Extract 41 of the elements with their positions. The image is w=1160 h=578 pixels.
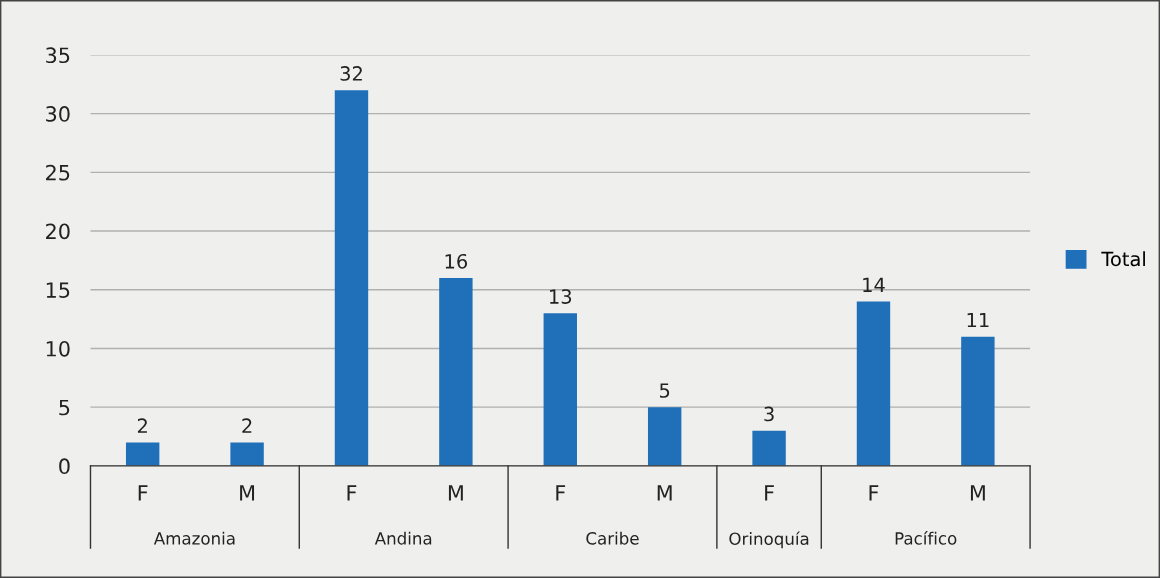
bar bbox=[543, 313, 577, 466]
x-tick-label: F bbox=[556, 485, 566, 501]
data-label: 13 bbox=[550, 289, 572, 304]
x-tick-label: F bbox=[765, 485, 774, 501]
x-tick-label: M bbox=[448, 485, 463, 501]
bar bbox=[856, 301, 891, 466]
data-label: 5 bbox=[660, 383, 670, 398]
bar bbox=[961, 336, 995, 466]
y-tick-label: 35 bbox=[46, 47, 70, 64]
text: Caribe bbox=[586, 531, 639, 545]
bar bbox=[647, 407, 682, 466]
text: Andina bbox=[374, 531, 432, 545]
x-tick-label: M bbox=[970, 485, 985, 501]
x-tick-label: M bbox=[240, 485, 255, 501]
y-tick-label: 20 bbox=[46, 223, 70, 240]
data-label: 2 bbox=[242, 418, 252, 433]
bar bbox=[125, 442, 160, 466]
y-tick-label: 25 bbox=[46, 164, 70, 181]
legend-label: Total bbox=[1101, 251, 1145, 267]
x-tick-label: M bbox=[657, 485, 672, 501]
data-label: 2 bbox=[137, 418, 147, 433]
x-tick-label: F bbox=[869, 485, 879, 501]
text: Amazonia bbox=[153, 531, 235, 545]
y-tick-label: 5 bbox=[59, 399, 70, 416]
bar bbox=[439, 278, 473, 466]
data-label: 11 bbox=[967, 312, 989, 328]
x-tick-label: F bbox=[347, 485, 357, 501]
y-tick-label: 0 bbox=[59, 458, 70, 475]
y-tick-label: 10 bbox=[46, 340, 70, 357]
data-label: 32 bbox=[340, 66, 362, 81]
y-tick-label: 15 bbox=[46, 282, 70, 298]
text: Orinoquía bbox=[729, 531, 809, 549]
text: Pacífico bbox=[895, 531, 957, 545]
data-label: 14 bbox=[863, 277, 885, 292]
y-tick-label: 30 bbox=[46, 106, 70, 122]
bar bbox=[752, 430, 786, 466]
bar bbox=[334, 90, 369, 466]
data-label: 16 bbox=[445, 253, 468, 269]
x-tick-label: F bbox=[138, 485, 148, 501]
data-label: 3 bbox=[764, 406, 774, 422]
bar bbox=[230, 442, 264, 466]
